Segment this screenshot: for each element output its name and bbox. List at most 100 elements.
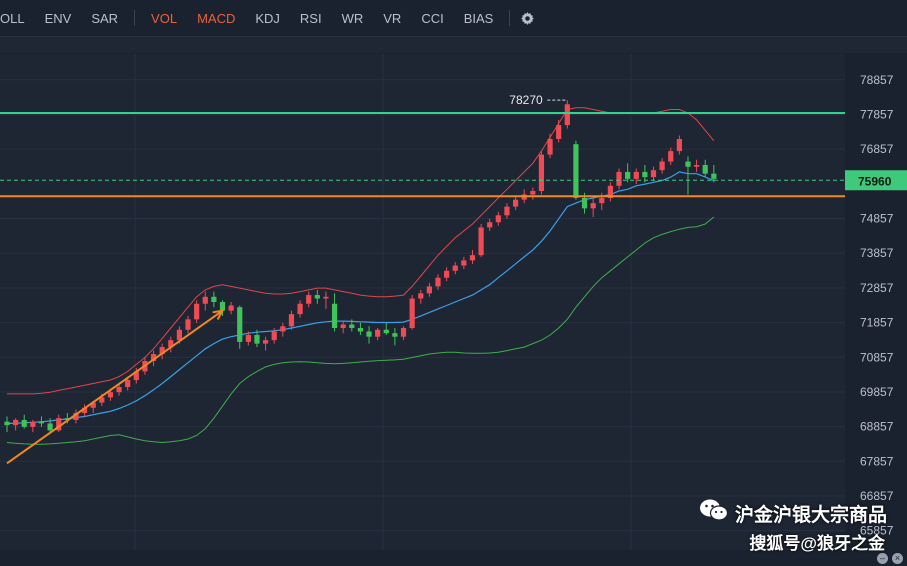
candle-body bbox=[306, 295, 312, 304]
candle-body bbox=[650, 170, 657, 178]
indicator-tab-sar[interactable]: SAR bbox=[91, 10, 119, 26]
candle-body bbox=[228, 305, 234, 311]
candle-body bbox=[616, 171, 622, 186]
indicator-tab-bias[interactable]: BIAS bbox=[463, 10, 494, 26]
middle-band-line bbox=[7, 171, 715, 424]
current-price-label: 75960 bbox=[858, 174, 892, 188]
candle-body bbox=[400, 328, 407, 337]
y-tick-label: 72857 bbox=[860, 281, 894, 295]
toolbar-separator bbox=[134, 10, 136, 26]
candle-body bbox=[452, 265, 458, 271]
candle-body bbox=[685, 161, 691, 167]
candle-body bbox=[47, 423, 53, 431]
wechat-icon bbox=[699, 498, 729, 528]
indicator-tab-env[interactable]: ENV bbox=[44, 10, 72, 26]
candle-body bbox=[409, 298, 415, 329]
candle-body bbox=[176, 329, 182, 341]
candle-body bbox=[530, 191, 536, 195]
y-tick-label: 78857 bbox=[860, 73, 894, 87]
candle-body bbox=[469, 255, 476, 261]
chart-subheader-bar bbox=[0, 37, 907, 53]
candle-body bbox=[254, 334, 260, 344]
candle-body bbox=[168, 340, 174, 348]
candle-body bbox=[495, 215, 501, 223]
y-tick-label: 65857 bbox=[860, 524, 894, 538]
candle-body bbox=[56, 418, 62, 431]
candle-body bbox=[90, 402, 96, 408]
candle-body bbox=[668, 151, 674, 162]
candle-body bbox=[607, 185, 613, 198]
indicator-tab-vol[interactable]: VOL bbox=[151, 10, 178, 26]
candle-body bbox=[357, 328, 364, 332]
chart-window-controls: – × bbox=[877, 553, 903, 564]
candle-body bbox=[547, 138, 553, 155]
candle-body bbox=[461, 260, 467, 266]
candle-body bbox=[4, 421, 10, 426]
candle-body bbox=[642, 171, 648, 178]
toolbar-separator bbox=[509, 10, 511, 26]
indicator-tab-wr[interactable]: WR bbox=[341, 10, 364, 26]
candle-body bbox=[581, 197, 588, 209]
watermark-author: 搜狐号@狼牙之金 bbox=[749, 534, 885, 553]
candle-body bbox=[512, 199, 519, 207]
indicator-tab-macd[interactable]: MACD bbox=[197, 10, 236, 26]
lower-band-line bbox=[6, 216, 715, 445]
indicator-tab-vr[interactable]: VR bbox=[383, 10, 402, 26]
indicator-tab-oll[interactable]: OLL bbox=[0, 10, 25, 26]
candle-body bbox=[659, 161, 665, 171]
trend-arrow-line bbox=[6, 309, 224, 465]
candle-body bbox=[211, 296, 217, 302]
indicator-tab-kdj[interactable]: KDJ bbox=[255, 10, 280, 26]
candle-body bbox=[21, 419, 27, 427]
candle-body bbox=[331, 303, 338, 329]
candle-body bbox=[202, 296, 208, 304]
y-tick-label: 69857 bbox=[860, 385, 894, 399]
gear-icon[interactable] bbox=[520, 11, 534, 25]
candle-body bbox=[538, 154, 545, 192]
candle-body bbox=[297, 303, 303, 315]
candle-body bbox=[625, 171, 631, 179]
candle-body bbox=[599, 197, 605, 204]
candle-body bbox=[263, 340, 269, 344]
candle-body bbox=[340, 324, 346, 329]
candle-body bbox=[194, 303, 200, 320]
candle-body bbox=[30, 421, 36, 427]
candle-body bbox=[366, 331, 372, 337]
candle-body bbox=[392, 333, 398, 337]
trend-arrow-head bbox=[212, 309, 225, 320]
candle-body bbox=[73, 412, 79, 420]
candle-body bbox=[383, 329, 389, 334]
candle-body bbox=[314, 295, 320, 299]
candle-body bbox=[487, 222, 493, 228]
candle-body bbox=[590, 203, 596, 209]
candle-body bbox=[13, 419, 19, 426]
y-tick-label: 67857 bbox=[860, 454, 894, 468]
candle-body bbox=[64, 418, 70, 420]
candle-body bbox=[504, 206, 510, 216]
candle-body bbox=[159, 347, 165, 355]
close-icon[interactable]: × bbox=[892, 553, 903, 564]
candle-body bbox=[702, 164, 708, 174]
plot-area bbox=[0, 54, 845, 550]
y-tick-label: 77857 bbox=[860, 107, 894, 121]
y-tick-label: 70857 bbox=[860, 350, 894, 364]
candle-body bbox=[573, 144, 579, 198]
candle-body bbox=[150, 354, 157, 361]
candle-body bbox=[288, 314, 295, 327]
watermark-brand-text: 沪金沪银大宗商品 bbox=[734, 504, 887, 526]
candle-body bbox=[323, 296, 329, 299]
candle-body bbox=[271, 331, 277, 341]
indicator-toolbar: OLL ENV SAR VOL MACD KDJ RSI WR VR CCI BIAS bbox=[0, 0, 907, 37]
candle-body bbox=[676, 138, 682, 152]
indicator-tab-rsi[interactable]: RSI bbox=[299, 10, 322, 26]
candle-body bbox=[133, 371, 139, 381]
candle-body bbox=[418, 293, 424, 299]
candle-body bbox=[349, 324, 355, 329]
minimize-icon[interactable]: – bbox=[877, 553, 888, 564]
candle-body bbox=[99, 397, 105, 403]
candle-body bbox=[107, 392, 114, 398]
candlestick-chart[interactable]: 78857 77857 76857 74857 73857 72857 71857 70857… bbox=[0, 54, 907, 550]
high-marker-label: 78270 bbox=[509, 93, 543, 107]
indicator-tab-cci[interactable]: CCI bbox=[421, 10, 444, 26]
candle-body bbox=[694, 164, 700, 167]
